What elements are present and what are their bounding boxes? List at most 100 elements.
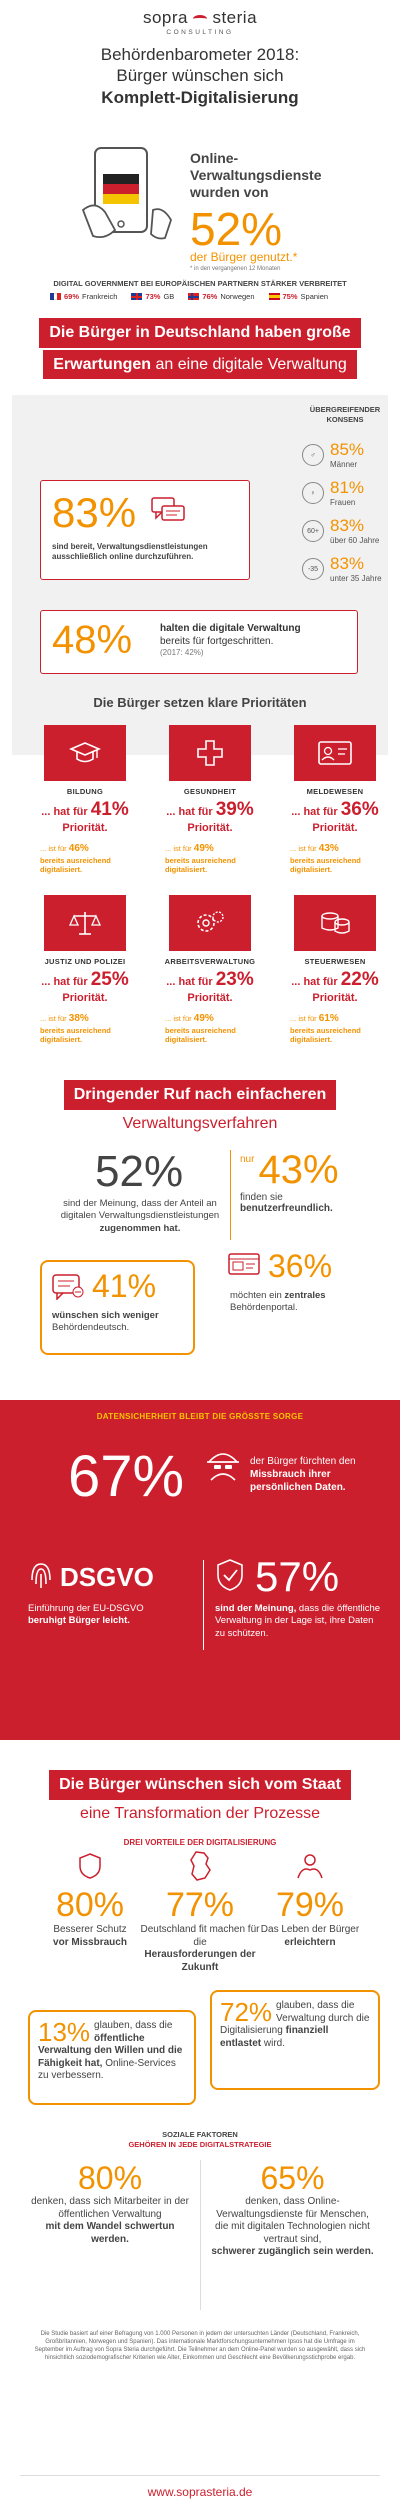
priority-category: MELDEWESEN (306, 787, 364, 796)
online-services-footnote: * in den vergangenen 12 Monaten (190, 266, 281, 272)
gears-icon (194, 909, 226, 937)
priority-justiz-und-polizei: JUSTIZ UND POLIZEI ... hat für 25% Priorit… (30, 895, 140, 1055)
gb-flag-icon (131, 293, 143, 300)
online-only-card (40, 480, 250, 580)
security-text: der Bürger fürchten den Missbrauch ihrer… (250, 1456, 356, 1493)
priority-value: ... hat für 36% Priorität. (291, 799, 379, 834)
priority-digitalized: ... ist für 43% bereits ausreichend digit… (290, 843, 361, 874)
online-services-text: Online-Verwaltungsdienste wurden von (190, 150, 322, 200)
medical-cross-tile (169, 725, 251, 781)
priority-digitalized: ... ist für 49% bereits ausreichend digit… (165, 843, 236, 874)
online-services-label: der Bürger genutzt.* (190, 250, 298, 264)
logo-sub: CONSULTING (166, 29, 234, 36)
priority-digitalized: ... ist für 38% bereits ausreichend digit… (40, 1013, 111, 1044)
priority-value: ... hat für 22% Priorität. (291, 969, 379, 1004)
priority-value: ... hat für 23% Priorität. (166, 969, 254, 1004)
less-jargon-pct: 41% (92, 1268, 157, 1304)
progress-card (40, 610, 358, 674)
priority-arbeitsverwaltung: ARBEITSVERWALTUNG ... hat für 23% Prioritä… (155, 895, 265, 1055)
less-jargon-text: wünschen sich weniger Behördendeutsch. (52, 1310, 159, 1333)
france-flag-icon (50, 293, 62, 300)
fingerprint-icon (28, 1560, 54, 1590)
progress-text: halten die digitale Verwaltung bereits f… (160, 623, 301, 657)
willingness-card (28, 2010, 196, 2105)
logo-left: sopra (142, 8, 188, 27)
priority-category: ARBEITSVERWALTUNG (164, 957, 256, 966)
age-over-60-icon: 60+ (302, 520, 324, 542)
security-panel (0, 1400, 400, 1740)
relief-text: 72% glauben, dass die Verwaltung durch d… (220, 1997, 370, 2049)
footer-rule (20, 2475, 380, 2476)
social-access: 65% denken, dass Online-Verwaltungsdiens… (211, 2160, 374, 2257)
transformation-banner-line-2: eine Transformation der Prozesse (69, 1799, 331, 1828)
expectations-banner-line-2: Erwartungen an eine digitale Verwaltung (43, 349, 357, 380)
title-line-2: Bürger wünschen sich (116, 66, 284, 86)
priority-steuerwesen: STEUERWESEN ... hat für 22% Priorität. ... … (280, 895, 390, 1055)
social-staff: 80% denken, dass sich Mitarbeiter in der… (31, 2160, 189, 2245)
chat-bubbles-icon (150, 496, 186, 526)
coins-tile (294, 895, 376, 951)
hands-icon (296, 1852, 324, 1880)
partner-france: 69% Frankreich (50, 292, 117, 301)
germany-map-icon (188, 1850, 212, 1882)
medical-cross-icon (196, 739, 224, 767)
divider-line (230, 1150, 231, 1240)
scales-tile (44, 895, 126, 951)
partners-heading: DIGITAL GOVERNMENT BEI EUROPÄISCHEN PART… (53, 279, 347, 288)
id-card-icon (318, 741, 352, 765)
online-only-text: sind bereit, Verwaltungsdienstleistungen… (52, 542, 208, 562)
friendly-block: nur 43% finden sie benutzerfreundlich. (240, 1148, 339, 1214)
portal-text: möchten ein zentrales Behördenportal. (230, 1290, 326, 1314)
advantage-life: 79% Das Leben der Bürger erleichtern (260, 1886, 360, 1948)
norway-flag-icon (188, 293, 200, 300)
priority-value: ... hat für 25% Priorität. (41, 969, 129, 1004)
partner-spain: 75% Spanien (268, 292, 328, 301)
increase-pct: 52% (95, 1147, 184, 1196)
priority-digitalized: ... ist für 61% bereits ausreichend digit… (290, 1013, 361, 1044)
security-pct: 67% (68, 1444, 185, 1509)
online-only-pct: 83% (52, 489, 137, 536)
tablet-with-flag-icon (75, 140, 185, 250)
consensus-female: ♀ 81% Frauen (302, 478, 397, 514)
spain-flag-icon (268, 293, 280, 300)
progress-pct: 48% (52, 618, 133, 662)
page-title: Behördenbarometer 2018: Bürger wünschen … (0, 44, 400, 108)
partner-norway: 76% Norwegen (188, 292, 255, 301)
dsgvo-label: DSGVO (60, 1562, 154, 1592)
hacker-icon (205, 1448, 241, 1482)
consensus-heading: ÜBERGREIFENDER KONSENS (309, 405, 381, 424)
trust-text: sind der Meinung, dass die öffentliche V… (215, 1603, 381, 1639)
age-under-35-icon: -35 (302, 558, 324, 580)
id-card-tile (294, 725, 376, 781)
footer-url[interactable]: www.soprasteria.de (147, 2485, 253, 2499)
logo-right: steria (212, 8, 258, 27)
dsgvo-text: Einführung der EU-DSGVO beruhigt Bürger … (28, 1603, 144, 1627)
shield-check-icon (78, 1852, 102, 1880)
transformation-banner-line-1: Die Bürger wünschen sich vom Staat (49, 1770, 351, 1800)
priority-category: JUSTIZ UND POLIZEI (44, 957, 126, 966)
graduation-cap-icon (69, 740, 101, 766)
priority-digitalized: ... ist für 49% bereits ausreichend digit… (165, 1013, 236, 1044)
expectations-banner-line-1: Die Bürger in Deutschland haben große (39, 318, 361, 348)
partners-list: 69% Frankreich 73% GB 76% Norwegen 75% Spani… (50, 292, 370, 301)
advantage-protection: 80% Besserer Schutz vor Missbrauch (53, 1886, 127, 1948)
male-icon: ♂ (302, 444, 324, 466)
graduation-cap-tile (44, 725, 126, 781)
willingness-text: 13% glauben, dass die öffentliche Verwal… (38, 2017, 183, 2081)
scales-icon (69, 909, 101, 937)
trust-pct: 57% (255, 1553, 340, 1600)
social-divider (200, 2160, 201, 2310)
footer-note: Die Studie basiert auf einer Befragung v… (34, 2331, 366, 2362)
logo-swoosh-icon (193, 14, 208, 23)
document-lines-icon (52, 1274, 84, 1300)
priority-category: STEUERWESEN (304, 957, 366, 966)
social-heading: SOZIALE FAKTOREN GEHÖREN IN JEDE DIGITAL… (128, 2130, 272, 2150)
advantages-heading: DREI VORTEILE DER DIGITALISIERUNG (123, 1838, 277, 1847)
title-line-3: Komplett-Digitalisierung (101, 87, 299, 107)
security-heading: DATENSICHERHEIT BLEIBT DIE GRÖSSTE SORGE (96, 1412, 304, 1421)
portal-pct: 36% (268, 1248, 333, 1284)
priorities-grid: BILDUNG ... hat für 41% Priorität. ... ist … (0, 725, 400, 1045)
priority-category: BILDUNG (66, 787, 104, 796)
priorities-heading: Die Bürger setzen klare Prioritäten (93, 695, 307, 710)
consensus-under-35: -35 83% unter 35 Jahre (302, 554, 397, 590)
